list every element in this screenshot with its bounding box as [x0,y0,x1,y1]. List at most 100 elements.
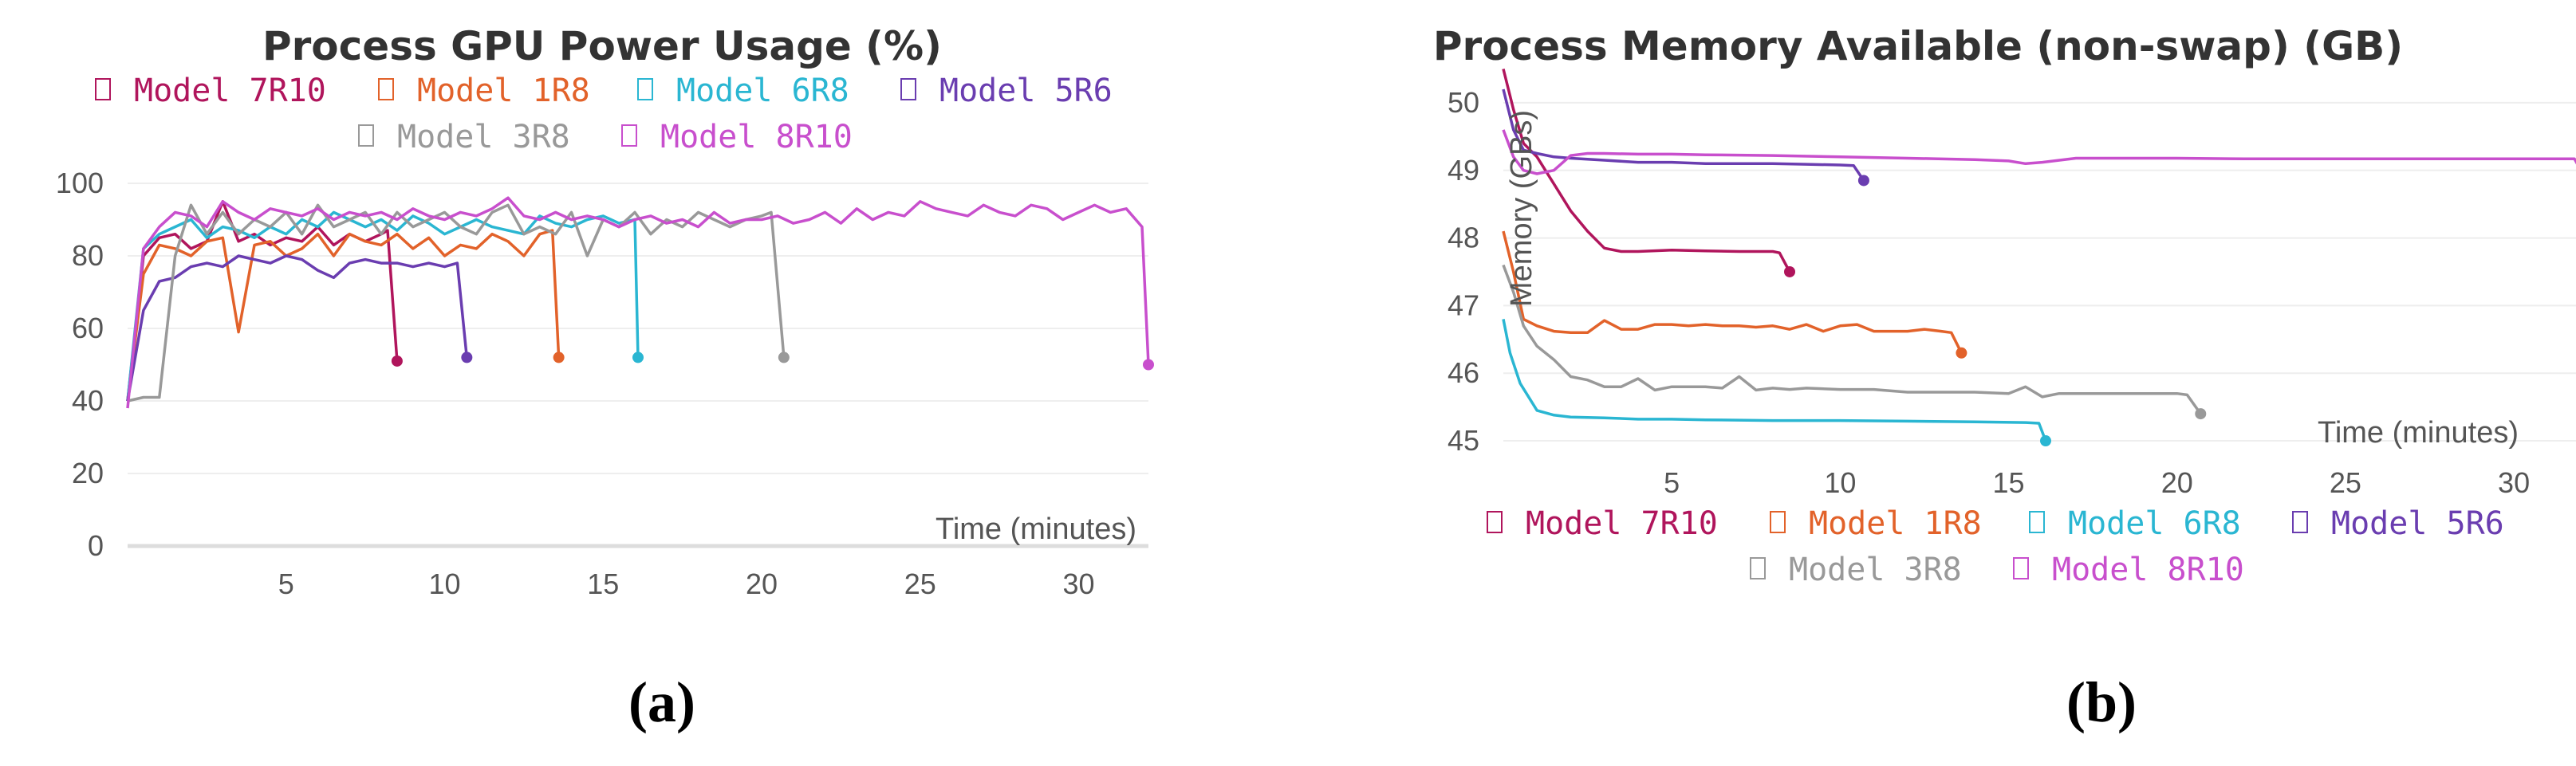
legend-label: Model 3R8 [397,119,570,155]
legend-label: Model 7R10 [134,73,326,109]
series-line-model-3r8 [127,203,786,403]
chart-b: Process Memory Available (non-swap) (GB)… [1433,23,2576,734]
legend-label: Model 8R10 [2052,552,2244,588]
x-tick-label: 20 [2161,466,2193,499]
chart-b-xlabel: Time (minutes) [2318,416,2519,450]
legend-label: Model 1R8 [417,73,590,109]
legend-swatch [1750,557,1766,579]
legend-swatch [637,78,653,100]
x-tick-label: 30 [2498,466,2530,499]
y-tick-label: 100 [56,167,104,199]
chart-b-plot [1502,69,2576,447]
series-end-marker [778,352,790,363]
legend-item: Model 8R10 [2013,552,2244,588]
series-line-model-1r8 [1502,230,1963,354]
legend-label: Model 8R10 [660,119,853,155]
legend-item: Model 8R10 [621,119,853,155]
legend-swatch [2292,511,2308,533]
legend-swatch [621,124,637,147]
chart-b-legend: Model 7R10 Model 1R8 Model 6R8 Model 5R6 Mod… [1487,505,2504,588]
chart-a-plot [126,196,1154,409]
x-tick-label: 25 [2330,466,2361,499]
chart-a: Process GPU Power Usage (%) Model 7R10 Mo… [56,23,1154,734]
x-tick-label: 10 [428,568,460,600]
legend-label: Model 5R6 [939,73,1113,109]
chart-a-title: Process GPU Power Usage (%) [262,23,942,69]
legend-label: Model 5R6 [2331,505,2504,542]
legend-item: Model 7R10 [95,73,326,109]
series-end-marker [1143,359,1154,371]
y-tick-label: 60 [72,312,104,344]
chart-b-title: Process Memory Available (non-swap) (GB) [1433,23,2403,69]
x-tick-label: 20 [746,568,778,600]
series-end-marker [2040,435,2051,447]
legend-swatch [378,78,394,100]
legend-swatch [1487,511,1503,533]
legend-swatch [1770,511,1786,533]
series-end-marker [632,352,644,363]
y-tick-label: 45 [1448,424,1479,457]
legend-label: Model 6R8 [676,73,849,109]
legend-swatch [900,78,916,100]
legend-swatch [2013,557,2029,579]
series-end-marker [553,352,565,363]
series-end-marker [1956,347,1967,359]
chart-a-legend: Model 7R10 Model 1R8 Model 6R8 Model 5R6 Mod… [95,73,1113,155]
y-tick-label: 50 [1448,86,1479,119]
chart-b-ylabel: Memory (GBs) [1505,110,1538,307]
x-tick-label: 15 [1993,466,2025,499]
legend-item: Model 7R10 [1487,505,1718,542]
legend-item: Model 5R6 [900,73,1113,109]
y-tick-label: 49 [1448,154,1479,187]
series-line-model-6r8 [126,210,640,402]
x-tick-label: 10 [1824,466,1856,499]
y-tick-label: 0 [88,529,104,562]
legend-label: Model 6R8 [2068,505,2241,542]
x-tick-label: 25 [904,568,936,600]
chart-a-y-axis: 0 20 40 60 80 100 [56,167,104,562]
x-tick-label: 5 [278,568,294,600]
legend-label: Model 7R10 [1526,505,1718,542]
x-tick-label: 30 [1063,568,1095,600]
series-end-marker [1857,175,1869,187]
chart-a-x-axis: 5 10 15 20 25 30 [128,544,1148,600]
legend-item: Model 1R8 [378,73,590,109]
legend-label: Model 1R8 [1809,505,1982,542]
series-line-model-5r6 [1502,88,1865,182]
x-tick-label: 15 [587,568,619,600]
legend-label: Model 3R8 [1789,552,1962,588]
legend-item: Model 6R8 [2029,505,2241,542]
series-line-model-8r10 [126,196,1150,409]
chart-b-x-axis: 5 10 15 20 25 30 [1664,466,2530,499]
series-line-model-8r10 [1502,129,2576,175]
series-line-model-6r8 [1502,319,2047,442]
legend-item: Model 6R8 [637,73,849,109]
y-tick-label: 40 [72,384,104,417]
series-line-model-3r8 [1502,264,2202,415]
legend-item: Model 3R8 [358,119,570,155]
chart-a-xlabel: Time (minutes) [935,513,1136,546]
y-tick-label: 47 [1448,289,1479,321]
legend-swatch [95,78,111,100]
series-line-model-1r8 [126,229,561,402]
legend-item: Model 1R8 [1770,505,1982,542]
subfigure-label-b: (b) [2066,670,2137,734]
series-line-model-7r10 [1502,69,1791,273]
subfigure-label-a: (a) [628,670,695,734]
y-tick-label: 20 [72,457,104,489]
chart-b-grid [1503,101,2576,442]
y-tick-label: 46 [1448,356,1479,389]
x-tick-label: 5 [1664,466,1680,499]
series-end-marker [1784,265,1796,277]
series-line-model-5r6 [126,254,469,402]
chart-b-y-axis: 45 46 47 48 49 50 [1448,86,1479,457]
series-end-marker [391,355,403,367]
y-tick-label: 48 [1448,222,1479,254]
series-end-marker [2195,408,2207,420]
legend-item: Model 5R6 [2292,505,2504,542]
legend-swatch [358,124,374,147]
legend-swatch [2029,511,2045,533]
legend-item: Model 3R8 [1750,552,1962,588]
y-tick-label: 80 [72,239,104,272]
